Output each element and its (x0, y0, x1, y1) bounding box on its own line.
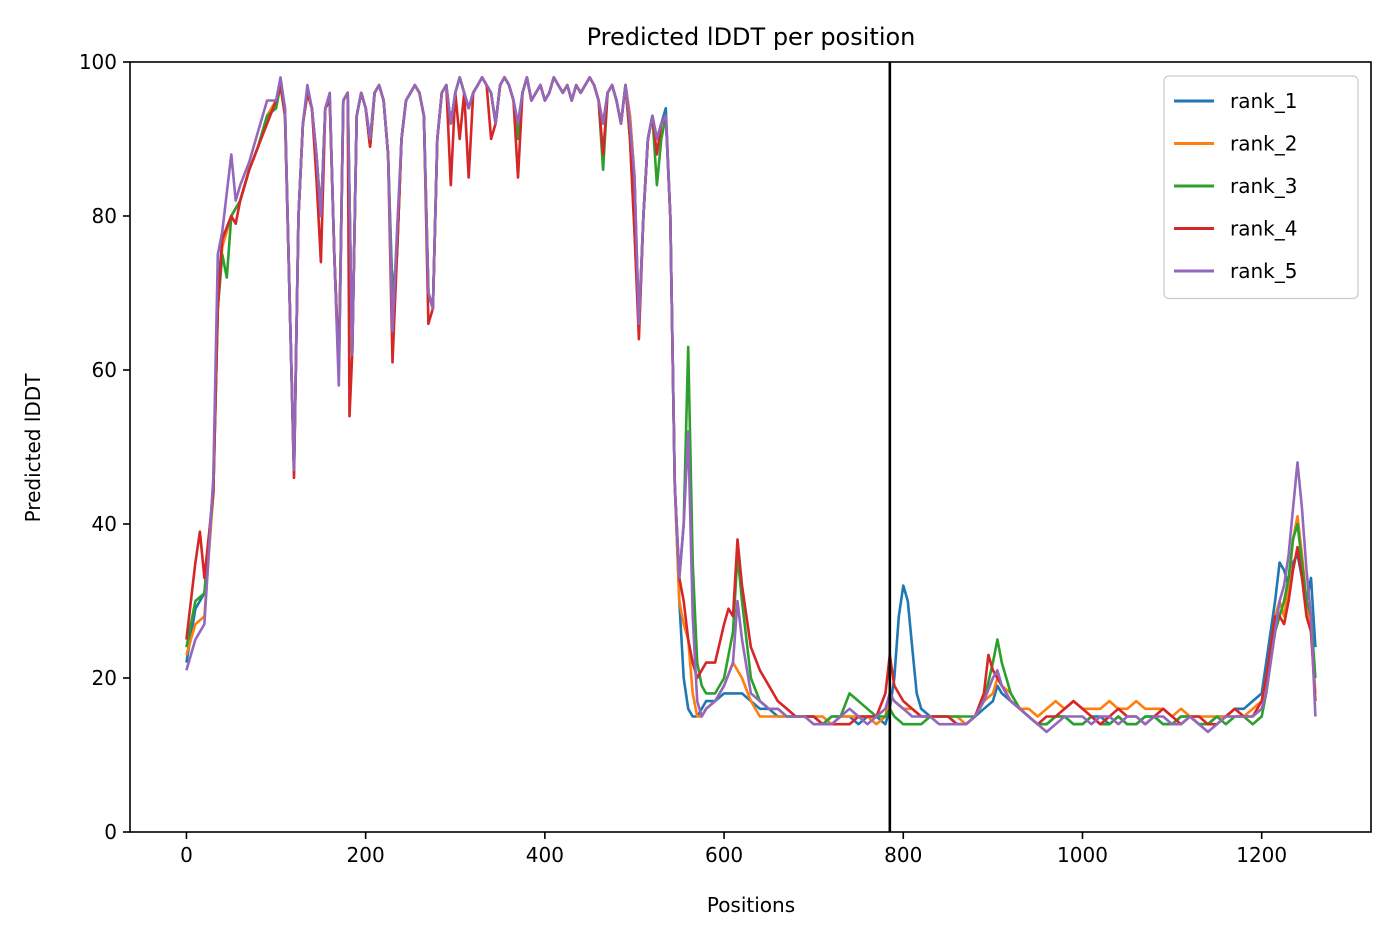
chart-title: Predicted lDDT per position (587, 23, 916, 51)
legend-label-rank_3: rank_3 (1230, 174, 1297, 198)
series-line-rank_5 (185, 76, 1317, 734)
y-tick-label: 20 (92, 666, 117, 690)
legend-label-rank_4: rank_4 (1230, 217, 1297, 241)
x-tick-label: 0 (180, 843, 193, 867)
legend: rank_1 rank_2 rank_3 rank_4 rank_5 (1163, 75, 1359, 300)
x-tick-label: 200 (347, 843, 385, 867)
y-axis-label: Predicted lDDT (21, 373, 45, 523)
legend-label-rank_5: rank_5 (1230, 259, 1297, 283)
x-tick-label: 1000 (1057, 843, 1108, 867)
legend-box (1163, 75, 1359, 300)
y-tick-label: 80 (92, 204, 117, 228)
y-tick-label: 0 (104, 820, 117, 844)
y-axis-ticks: 0 20 40 60 80 100 (79, 50, 130, 844)
x-tick-label: 800 (884, 843, 922, 867)
plot-frame (129, 61, 1372, 833)
y-tick-label: 40 (92, 512, 117, 536)
y-tick-label: 60 (92, 358, 117, 382)
plot-area (185, 62, 1317, 832)
x-tick-label: 400 (526, 843, 564, 867)
x-axis-label: Positions (707, 893, 795, 917)
legend-label-rank_1: rank_1 (1230, 89, 1297, 113)
y-tick-label: 100 (79, 50, 117, 74)
x-axis-ticks: 0 200 400 600 800 1000 1200 (180, 832, 1287, 867)
x-tick-label: 1200 (1236, 843, 1287, 867)
legend-label-rank_2: rank_2 (1230, 132, 1297, 156)
x-tick-label: 600 (705, 843, 743, 867)
